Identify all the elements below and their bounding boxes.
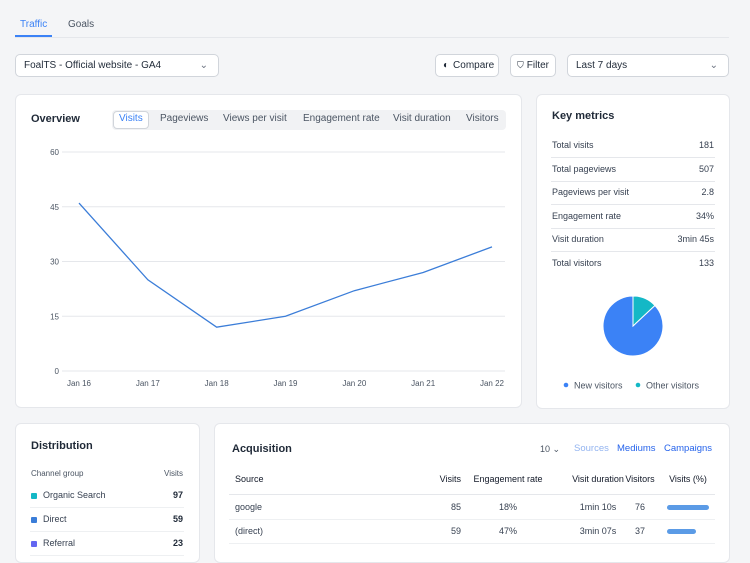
metric-tab[interactable]: Pageviews: [160, 113, 209, 124]
card-title: Key metrics: [552, 110, 615, 122]
page: {"tabs":["Traffic","Goals"], "site_selec…: [15, 19, 730, 563]
column-header: Visits (%): [669, 474, 707, 484]
column-header: Visitors: [625, 474, 655, 484]
channel-value: 97: [172, 490, 183, 500]
compare-label: Compare: [453, 60, 495, 71]
cell: 85: [450, 502, 461, 512]
channel-swatch: [31, 517, 37, 523]
cell: 37: [634, 526, 646, 536]
cell: 3min 07s: [579, 526, 617, 536]
metric-tab[interactable]: Visit duration: [393, 113, 451, 124]
card-title: Distribution: [31, 440, 93, 452]
metric-tab[interactable]: Visitors: [466, 113, 499, 124]
column-header: Channel group: [31, 469, 84, 478]
site-select-label: FoalTS - Official website - GA4: [24, 60, 162, 71]
view-tab[interactable]: Mediums: [617, 443, 656, 454]
compare-button[interactable]: ◐ Compare: [435, 54, 499, 77]
metric-value: 3min 45s: [677, 234, 714, 244]
row-divider: [551, 180, 715, 182]
visits-bar: [667, 505, 709, 510]
column-header: Visits: [439, 474, 461, 484]
card-title: Overview: [31, 113, 80, 125]
cell: 59: [450, 526, 461, 536]
cell: 18%: [498, 502, 518, 512]
tab-indicator: [15, 35, 52, 37]
metric-label: Total visitors: [552, 257, 602, 268]
row-divider: [551, 251, 715, 252]
channel-label: Direct: [43, 514, 67, 524]
page-size-label: 10: [540, 444, 551, 454]
column-header: Source: [235, 474, 264, 484]
channel-label: Organic Search: [43, 490, 106, 500]
period-label: Last 7 days: [576, 60, 628, 71]
period-select[interactable]: Last 7 days ⌄: [567, 54, 729, 77]
channel-value: 59: [172, 514, 183, 524]
channel-swatch: [31, 493, 37, 499]
site-select[interactable]: FoalTS - Official website - GA4 ⌄: [15, 54, 219, 77]
acquisition-card: [214, 423, 730, 563]
card-title: Acquisition: [232, 443, 292, 455]
chevron: ⌄: [709, 60, 718, 71]
filter-button[interactable]: ⛉ Filter: [510, 54, 556, 77]
icon: ⛉: [517, 60, 524, 70]
tab[interactable]: Goals: [68, 19, 95, 30]
metric-label: Visit duration: [552, 234, 604, 244]
row-divider: [30, 555, 184, 556]
chevron: ⌄: [199, 60, 208, 71]
metric-tab[interactable]: Engagement rate: [303, 113, 380, 124]
metric-label: Total visits: [552, 140, 594, 150]
visits-bar: [667, 529, 697, 534]
row-divider: [551, 204, 715, 205]
page-size[interactable]: 10 ⌄: [540, 444, 561, 454]
cell: (direct): [235, 526, 264, 536]
view-tab[interactable]: Sources: [574, 443, 609, 454]
metric-selected: [113, 111, 149, 129]
cell: 1min 10s: [579, 502, 617, 512]
metric-value: 181: [698, 140, 714, 150]
cell: google: [235, 502, 263, 512]
filter-label: Filter: [526, 60, 549, 71]
metric-label: Engagement rate: [552, 210, 622, 221]
metric-tab[interactable]: Visits: [119, 113, 143, 124]
metric-switch: Visits Pageviews Views per visit Engagement…: [112, 110, 506, 130]
view-tab[interactable]: Campaigns: [664, 443, 713, 454]
metric-label: Total pageviews: [552, 163, 617, 174]
row-divider: [229, 519, 715, 520]
cell: 76: [634, 502, 646, 512]
cell: 47%: [498, 526, 518, 536]
row-divider: [551, 157, 715, 158]
column-header: Engagement rate: [473, 474, 543, 484]
metric-value: 34%: [695, 210, 714, 221]
column-header: Visits: [164, 469, 183, 478]
metric-value: 2.8: [701, 187, 714, 197]
channel-label: Referral: [43, 538, 76, 548]
row-divider: [551, 227, 715, 229]
icon: ◐: [443, 60, 450, 71]
column-header: Visit duration: [572, 474, 624, 484]
tab-divider: [15, 37, 729, 38]
metric-value: 507: [698, 163, 714, 174]
tab[interactable]: Traffic: [20, 19, 48, 30]
metric-label: Pageviews per visit: [552, 187, 630, 197]
row-divider: [229, 494, 715, 495]
overview-card: [15, 94, 522, 408]
channel-value: 23: [172, 538, 183, 548]
row-divider: [30, 507, 184, 508]
channel-swatch: [31, 541, 37, 547]
row-divider: [30, 531, 184, 532]
metric-value: 133: [698, 257, 714, 268]
metric-tab[interactable]: Views per visit: [223, 113, 287, 124]
